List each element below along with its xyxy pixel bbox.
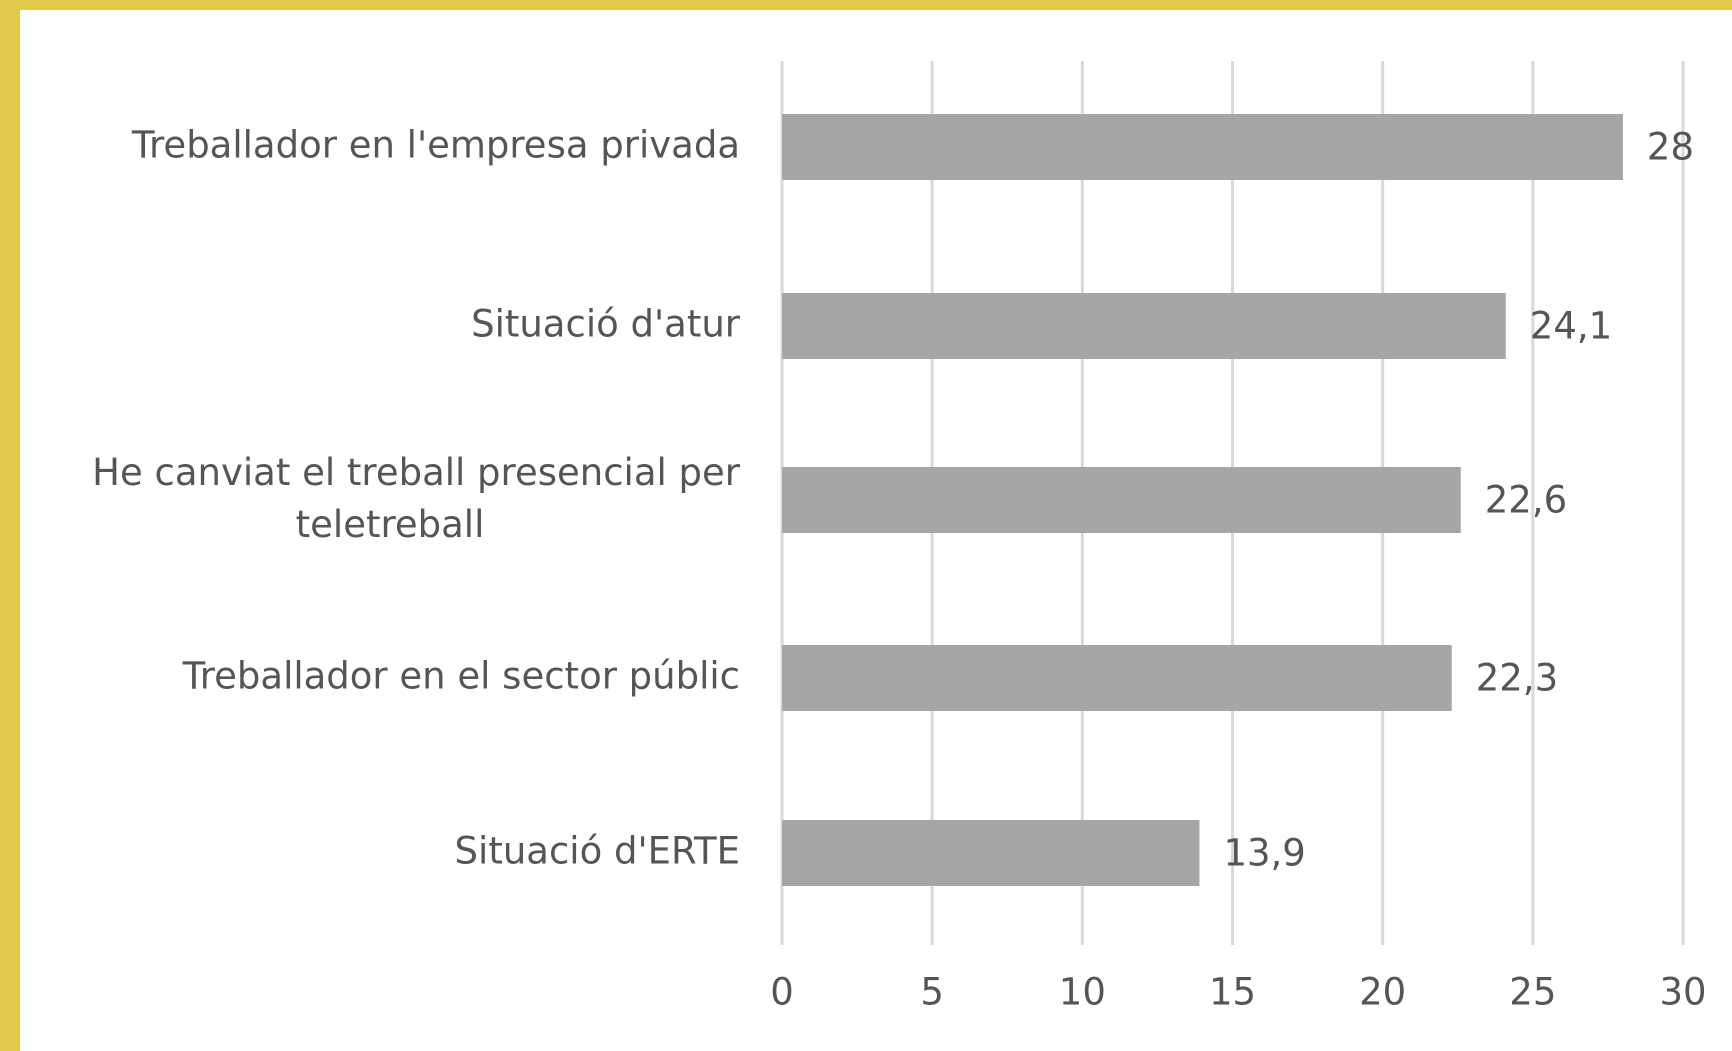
- x-tick-label: 15: [1209, 971, 1256, 1014]
- x-tick-label: 0: [770, 971, 794, 1014]
- bar: [782, 820, 1200, 886]
- bar: [782, 293, 1506, 359]
- y-tick-label: He canviat el treball presencial per tele…: [92, 451, 741, 546]
- data-label: 22,6: [1485, 479, 1567, 522]
- x-tick-label: 30: [1659, 971, 1706, 1014]
- x-tick-label: 10: [1059, 971, 1106, 1014]
- x-tick-label: 5: [920, 971, 944, 1014]
- y-tick-label: Treballador en el sector públic: [182, 655, 740, 698]
- y-tick-label: Situació d'atur: [471, 303, 741, 346]
- y-tick-label: Treballador en l'empresa privada: [131, 124, 740, 167]
- x-tick-label: 25: [1509, 971, 1556, 1014]
- bar: [782, 645, 1452, 711]
- data-label: 13,9: [1223, 832, 1305, 875]
- data-label: 22,3: [1476, 657, 1558, 700]
- y-tick-label: Situació d'ERTE: [455, 830, 740, 873]
- data-label: 28: [1647, 126, 1694, 169]
- bar: [782, 467, 1461, 533]
- x-tick-label: 20: [1359, 971, 1406, 1014]
- bar: [782, 114, 1623, 180]
- data-label: 24,1: [1530, 305, 1612, 348]
